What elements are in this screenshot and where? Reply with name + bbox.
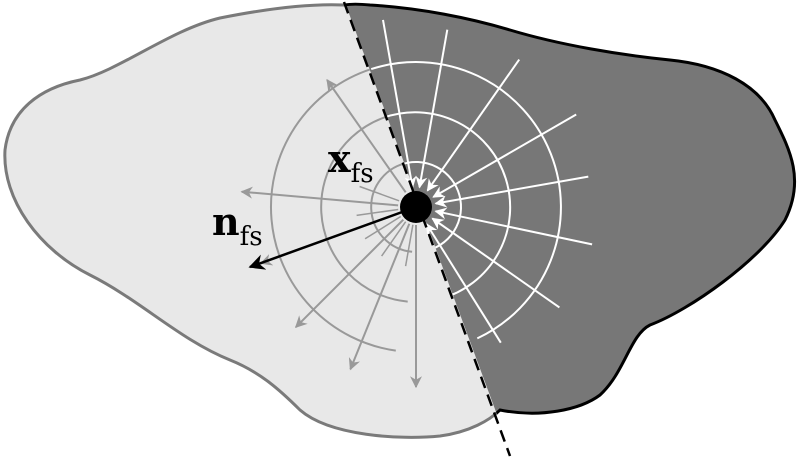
inward-ray-2 — [415, 29, 449, 189]
inward-ray-4 — [432, 113, 577, 198]
inward-arc-3 — [370, 61, 562, 340]
inward-ray-1 — [382, 19, 417, 189]
inward-ray-6 — [434, 207, 593, 246]
inward-arc-1 — [400, 160, 462, 253]
inward-ray-8 — [425, 222, 502, 344]
surface-point — [400, 191, 432, 223]
outward-fan-ray-5 — [359, 185, 400, 202]
normal-label: nfs — [212, 199, 263, 252]
inward-ray-3 — [426, 59, 521, 192]
light-region — [4, 4, 513, 438]
outward-fan-ray-2 — [380, 221, 407, 257]
interface-line — [342, 1, 512, 457]
inward-arc-2 — [383, 111, 512, 300]
outward-fan-ray-4 — [356, 208, 399, 217]
normal-vector-arrow — [248, 205, 417, 270]
outward-arc-1 — [370, 161, 413, 253]
normal-label-sub: fs — [240, 222, 263, 252]
point-label: xfs — [328, 136, 374, 189]
outward-field-lines — [240, 68, 422, 389]
outward-arc-3 — [270, 68, 396, 352]
dark-region-outline — [344, 2, 797, 439]
point-label-sub: fs — [351, 159, 374, 189]
outward-ray-6 — [326, 79, 407, 193]
point-label-main: x — [328, 136, 351, 181]
inward-field-lines — [370, 19, 593, 344]
normal-label-main: n — [212, 199, 240, 244]
outward-arc-2 — [320, 113, 408, 303]
outward-fan-ray-3 — [364, 215, 402, 240]
outward-fan-ray-1 — [404, 224, 414, 267]
